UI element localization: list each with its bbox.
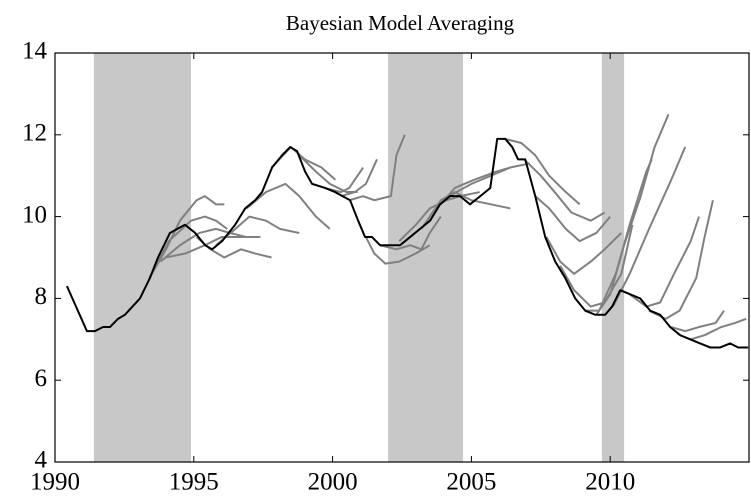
recession-band <box>601 53 625 462</box>
series-line <box>448 162 530 198</box>
x-tick-label: 2010 <box>585 469 635 496</box>
series-line <box>612 146 687 308</box>
series-line <box>595 113 670 316</box>
series-line <box>690 317 747 341</box>
series-line <box>545 232 623 275</box>
y-tick-label: 10 <box>22 201 47 228</box>
series-line <box>379 216 442 251</box>
series-line <box>66 137 749 349</box>
series-line <box>324 166 364 194</box>
recession-band <box>388 53 464 462</box>
x-tick-label: 1995 <box>169 469 219 496</box>
x-tick-label: 2000 <box>308 469 358 496</box>
x-tick-label: 2005 <box>446 469 496 496</box>
series-line <box>340 158 378 198</box>
recession-band <box>93 53 192 462</box>
series-line <box>148 215 228 279</box>
series-line <box>420 191 511 230</box>
y-tick-label: 14 <box>22 38 48 65</box>
series-line <box>215 215 300 246</box>
series-line <box>559 224 634 308</box>
series-line <box>165 236 261 259</box>
series-line <box>298 154 358 194</box>
y-tick-label: 4 <box>35 447 48 474</box>
series-line <box>365 236 431 265</box>
chart-title: Bayesian Model Averaging <box>286 11 515 35</box>
y-tick-label: 12 <box>22 120 47 147</box>
series-line <box>348 134 406 202</box>
series-line <box>148 195 225 279</box>
plot-frame <box>54 52 750 463</box>
series-line <box>159 227 247 263</box>
series-line <box>245 182 331 230</box>
y-tick-label: 6 <box>35 365 48 392</box>
y-tick-label: 8 <box>35 283 48 310</box>
series-line <box>270 146 337 181</box>
series-line <box>504 137 581 206</box>
series-line <box>534 195 611 243</box>
series-line <box>670 310 725 333</box>
series-line <box>629 216 700 308</box>
series-line <box>440 166 511 205</box>
series-line <box>523 158 606 222</box>
x-tick-label: 1990 <box>30 469 80 496</box>
